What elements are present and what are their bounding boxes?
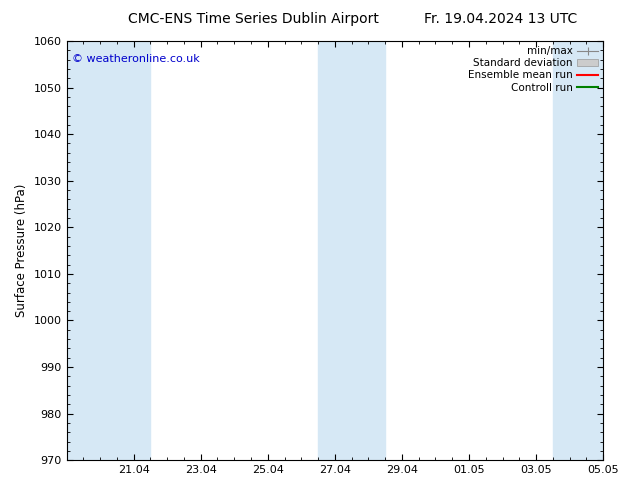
Text: © weatheronline.co.uk: © weatheronline.co.uk: [72, 53, 200, 64]
Bar: [67, 41, 150, 460]
Text: Fr. 19.04.2024 13 UTC: Fr. 19.04.2024 13 UTC: [424, 12, 578, 26]
Y-axis label: Surface Pressure (hPa): Surface Pressure (hPa): [15, 184, 28, 318]
Bar: [553, 41, 603, 460]
Legend: min/max, Standard deviation, Ensemble mean run, Controll run: min/max, Standard deviation, Ensemble me…: [465, 43, 601, 96]
Bar: [318, 41, 385, 460]
Text: CMC-ENS Time Series Dublin Airport: CMC-ENS Time Series Dublin Airport: [128, 12, 379, 26]
